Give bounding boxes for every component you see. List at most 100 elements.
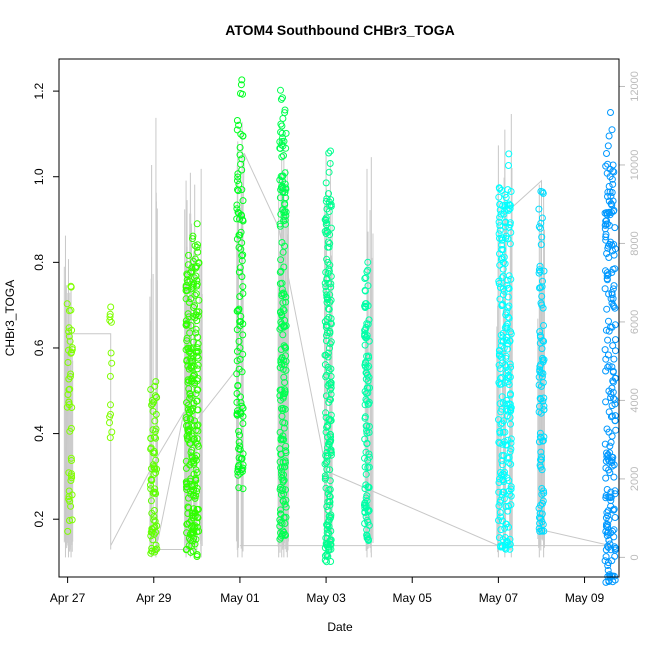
data-point: [151, 417, 159, 425]
data-point: [190, 362, 198, 370]
data-point: [610, 282, 618, 290]
data-point: [504, 454, 512, 462]
data-point: [322, 409, 330, 417]
data-point: [235, 365, 243, 373]
data-point: [323, 298, 331, 306]
data-point: [324, 518, 332, 526]
data-point: [276, 176, 284, 184]
data-point: [535, 266, 543, 274]
data-point: [495, 502, 503, 510]
data-point: [233, 398, 241, 406]
data-point: [182, 295, 190, 303]
data-point: [276, 194, 284, 202]
data-point: [364, 400, 372, 408]
data-point: [279, 142, 287, 150]
data-point: [107, 410, 114, 418]
data-point: [362, 422, 370, 430]
data-point: [65, 328, 73, 336]
data-point: [148, 465, 155, 473]
data-point: [365, 354, 373, 361]
data-point: [323, 255, 331, 263]
y-axis-label: CHBr3_TOGA: [3, 280, 17, 356]
data-point: [185, 494, 192, 502]
data-point: [537, 284, 544, 291]
data-point: [535, 205, 543, 213]
x-tick-label: May 03: [306, 591, 346, 605]
data-point: [107, 303, 115, 311]
data-point: [610, 355, 618, 363]
data-point: [281, 169, 289, 177]
data-point: [194, 340, 202, 348]
data-point: [281, 189, 289, 197]
data-point: [150, 463, 158, 471]
data-point: [611, 374, 619, 382]
data-point: [322, 287, 330, 295]
data-point: [327, 451, 335, 459]
data-point: [190, 435, 198, 443]
data-point: [361, 520, 369, 527]
data-point: [191, 481, 199, 489]
data-point: [610, 251, 618, 259]
data-point: [326, 298, 334, 306]
data-point: [507, 460, 515, 468]
data-point: [499, 265, 507, 273]
data-point: [282, 503, 290, 511]
data-point: [323, 423, 331, 431]
data-point: [193, 243, 201, 251]
data-point: [324, 433, 332, 441]
data-point: [149, 536, 157, 544]
data-point: [67, 283, 75, 291]
data-point: [233, 201, 241, 209]
data-point: [281, 106, 289, 114]
data-point: [505, 223, 513, 231]
data-point: [608, 456, 616, 464]
data-point: [277, 506, 284, 514]
data-point: [277, 210, 285, 218]
data-point: [608, 175, 616, 183]
data-point: [194, 312, 202, 320]
data-point: [193, 280, 201, 288]
data-point: [364, 464, 372, 472]
data-point: [148, 509, 156, 517]
data-point: [278, 312, 286, 320]
data-point: [361, 287, 369, 295]
data-point: [277, 358, 285, 366]
data-point: [608, 557, 616, 565]
data-point: [323, 541, 331, 549]
data-point: [611, 245, 619, 253]
data-point: [279, 94, 286, 102]
data-point: [540, 402, 548, 410]
y-tick-label: 1.0: [32, 168, 46, 185]
data-point: [361, 330, 369, 338]
data-point: [365, 484, 373, 492]
data-point: [184, 261, 192, 269]
data-point: [495, 193, 503, 201]
data-point: [66, 385, 74, 393]
data-point: [322, 179, 330, 187]
data-point: [604, 188, 612, 196]
data-point: [538, 466, 546, 474]
data-point: [495, 350, 503, 358]
data-point: [233, 205, 241, 213]
data-point: [323, 291, 331, 299]
data-point: [239, 404, 247, 412]
data-point: [503, 276, 511, 284]
data-point: [324, 269, 332, 277]
data-point: [187, 295, 195, 303]
data-point: [183, 416, 191, 424]
data-point: [186, 415, 194, 422]
data-point: [233, 117, 241, 124]
data-point: [496, 261, 504, 269]
data-point: [182, 464, 190, 472]
data-point: [185, 345, 193, 353]
data-point: [606, 571, 614, 579]
data-point: [507, 390, 514, 398]
data-point: [501, 524, 509, 532]
data-point: [499, 461, 506, 469]
data-point: [187, 517, 195, 525]
data-point: [497, 374, 504, 382]
data-point: [362, 389, 370, 397]
data-point: [277, 95, 285, 103]
data-point: [192, 390, 200, 398]
